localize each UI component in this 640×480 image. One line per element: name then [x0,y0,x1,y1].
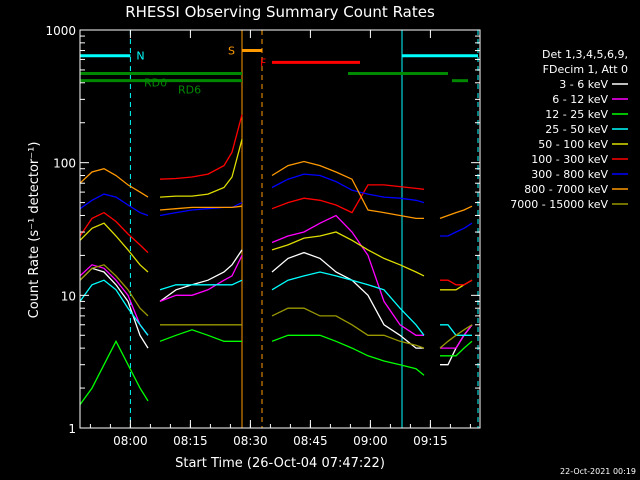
state-label: S [228,45,235,58]
series-line [79,264,473,349]
state-label: F [260,56,266,69]
x-axis-label: Start Time (26-Oct-04 07:47:22) [175,456,385,471]
legend-entry: 800 - 7000 keV [524,183,608,196]
legend-entry: 3 - 6 keV [559,78,608,91]
axes: 08:00 08:15 08:30 08:45 09:00 09:15 1 10 100 1000 [45,24,480,448]
y-tick-label: 100 [53,157,76,171]
legend-entry: 25 - 50 keV [545,123,608,136]
x-tick-label: 08:15 [173,434,208,448]
series-line [79,173,473,237]
plot-area: N S F RD0 RD6 [79,30,479,428]
x-tick-label: 09:00 [353,434,388,448]
legend-entry: 300 - 800 keV [531,168,608,181]
series-line [79,329,473,405]
series-line [79,139,473,291]
series-line [79,214,473,349]
series-line [79,114,473,286]
chart-title: RHESSI Observing Summary Count Rates [125,3,435,21]
legend-header: FDecim 1, Att 0 [543,63,628,76]
state-label: RD0 [144,77,167,90]
timestamp: 22-Oct-2021 00:19 [560,467,636,476]
series-line [79,271,472,336]
legend-entry: 7000 - 15000 keV [510,198,608,211]
series-line [79,249,473,366]
x-tick-label: 08:00 [113,434,148,448]
x-tick-label: 09:15 [413,434,448,448]
legend-entry: 50 - 100 keV [538,138,608,151]
legend: Det 1,3,4,5,6,9, FDecim 1, Att 0 3 - 6 keV… [510,48,628,211]
series-line [79,160,473,220]
legend-entry: 100 - 300 keV [531,153,608,166]
state-label: N [136,50,144,63]
y-axis-label: Count Rate (s⁻¹ detector⁻¹) [27,142,42,319]
plot-frame [79,29,481,429]
legend-header: Det 1,3,4,5,6,9, [542,48,628,61]
y-tick-label: 1000 [45,24,76,38]
legend-entry: 12 - 25 keV [545,108,608,121]
legend-entry: 6 - 12 keV [552,93,608,106]
x-tick-label: 08:45 [293,434,328,448]
x-tick-label: 08:30 [233,434,268,448]
y-tick-label: 1 [68,422,76,436]
y-tick-label: 10 [61,289,76,303]
state-label: RD6 [178,84,201,97]
